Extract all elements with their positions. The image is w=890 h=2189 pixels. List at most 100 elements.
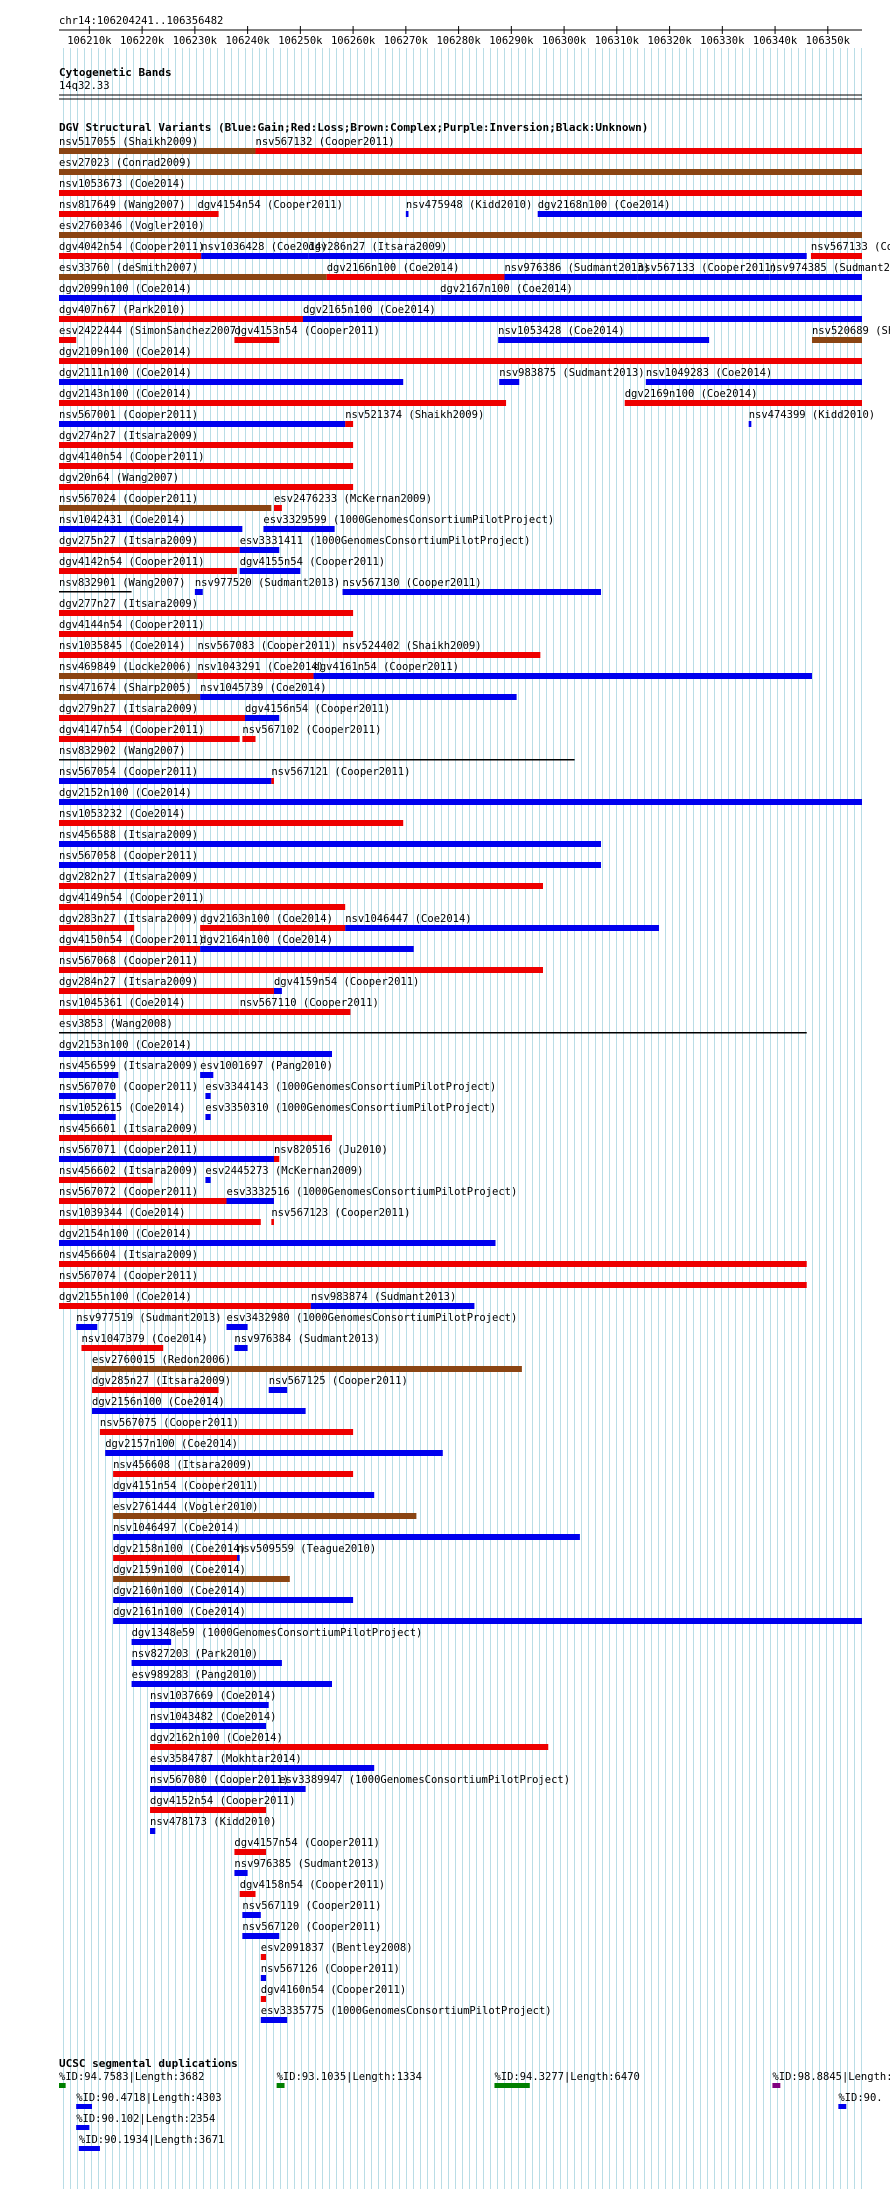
- sv-bar[interactable]: [150, 1786, 280, 1792]
- sv-bar[interactable]: [499, 379, 520, 385]
- sv-bar[interactable]: [302, 316, 862, 322]
- sv-feature-dgv275n27[interactable]: dgv275n27 (Itsara2009): [59, 535, 240, 553]
- sv-bar[interactable]: [268, 1387, 288, 1393]
- sv-feature-dgv20n64[interactable]: dgv20n64 (Wang2007): [59, 472, 354, 490]
- segdup-feature[interactable]: %ID:98.8845|Length:: [772, 2071, 890, 2088]
- segdup-bar[interactable]: [494, 2083, 530, 2088]
- sv-bar[interactable]: [205, 1177, 211, 1183]
- sv-bar[interactable]: [76, 1324, 98, 1330]
- sv-feature-esv3331411[interactable]: esv3331411 (1000GenomesConsortiumPilotPr…: [239, 535, 531, 553]
- sv-feature-dgv2159n100[interactable]: dgv2159n100 (Coe2014): [113, 1564, 290, 1582]
- sv-feature-esv3432980[interactable]: esv3432980 (1000GenomesConsortiumPilotPr…: [226, 1312, 518, 1330]
- sv-bar[interactable]: [308, 253, 807, 259]
- sv-feature-dgv2154n100[interactable]: dgv2154n100 (Coe2014): [59, 1228, 496, 1246]
- sv-feature-esv3853[interactable]: esv3853 (Wang2008): [59, 1018, 807, 1034]
- sv-feature-dgv2161n100[interactable]: dgv2161n100 (Coe2014): [113, 1606, 862, 1624]
- sv-feature-dgv2162n100[interactable]: dgv2162n100 (Coe2014): [150, 1732, 549, 1750]
- sv-bar[interactable]: [59, 1219, 261, 1225]
- sv-feature-nsv521374[interactable]: nsv521374 (Shaikh2009): [345, 409, 484, 427]
- sv-bar[interactable]: [59, 946, 201, 952]
- sv-feature-dgv2158n100[interactable]: dgv2158n100 (Coe2014): [113, 1543, 246, 1561]
- sv-bar[interactable]: [113, 1618, 862, 1624]
- sv-bar[interactable]: [201, 253, 309, 259]
- sv-feature-dgv282n27[interactable]: dgv282n27 (Itsara2009): [59, 871, 543, 889]
- sv-bar[interactable]: [59, 274, 327, 280]
- sv-feature-nsv976385[interactable]: nsv976385 (Sudmant2013): [234, 1858, 380, 1876]
- sv-feature-nsv567126[interactable]: nsv567126 (Cooper2011): [260, 1963, 400, 1981]
- sv-feature-dgv2168n100[interactable]: dgv2168n100 (Coe2014): [537, 199, 862, 217]
- sv-bar[interactable]: [59, 568, 238, 574]
- sv-feature-nsv827203[interactable]: nsv827203 (Park2010): [131, 1648, 282, 1666]
- sv-bar[interactable]: [92, 1366, 522, 1372]
- sv-feature-nsv517055[interactable]: nsv517055 (Shaikh2009): [59, 136, 256, 154]
- sv-bar[interactable]: [59, 1282, 807, 1288]
- sv-bar[interactable]: [59, 442, 354, 448]
- sv-bar[interactable]: [200, 925, 346, 931]
- sv-feature-dgv2169n100[interactable]: dgv2169n100 (Coe2014): [624, 388, 862, 406]
- sv-bar[interactable]: [150, 1807, 267, 1813]
- sv-feature-nsv832902[interactable]: nsv832902 (Wang2007): [59, 745, 575, 761]
- sv-feature-esv2761444[interactable]: esv2761444 (Vogler2010): [113, 1501, 417, 1519]
- sv-bar[interactable]: [59, 1240, 496, 1246]
- sv-feature-nsv520689[interactable]: nsv520689 (Shaikh2009): [811, 325, 890, 343]
- sv-feature-nsv567125[interactable]: nsv567125 (Cooper2011): [268, 1375, 408, 1393]
- sv-bar[interactable]: [197, 211, 219, 217]
- sv-bar[interactable]: [239, 1891, 256, 1897]
- sv-feature-esv2445273[interactable]: esv2445273 (McKernan2009): [205, 1165, 363, 1183]
- sv-bar[interactable]: [310, 1303, 475, 1309]
- sv-feature-nsv1036428[interactable]: nsv1036428 (Coe2014): [201, 241, 328, 259]
- sv-bar[interactable]: [59, 967, 543, 973]
- sv-bar[interactable]: [59, 1198, 227, 1204]
- sv-feature-dgv4159n54[interactable]: dgv4159n54 (Cooper2011): [273, 976, 419, 994]
- sv-bar[interactable]: [131, 1681, 333, 1687]
- sv-feature-dgv4150n54[interactable]: dgv4150n54 (Cooper2011): [59, 934, 204, 952]
- sv-feature-nsv567058[interactable]: nsv567058 (Cooper2011): [59, 850, 602, 868]
- sv-feature-nsv567071[interactable]: nsv567071 (Cooper2011): [59, 1144, 274, 1162]
- sv-bar[interactable]: [239, 1009, 351, 1015]
- sv-feature-dgv2155n100[interactable]: dgv2155n100 (Coe2014): [59, 1291, 311, 1309]
- sv-feature-dgv4151n54[interactable]: dgv4151n54 (Cooper2011): [113, 1480, 375, 1498]
- sv-feature-nsv974385[interactable]: nsv974385 (Sudmant2013): [769, 262, 890, 280]
- sv-bar[interactable]: [59, 505, 272, 511]
- sv-feature-dgv4156n54[interactable]: dgv4156n54 (Cooper2011): [244, 703, 390, 721]
- segdup-bar[interactable]: [76, 2125, 90, 2130]
- sv-feature-nsv1047379[interactable]: nsv1047379 (Coe2014): [81, 1333, 208, 1351]
- sv-feature-nsv832901[interactable]: nsv832901 (Wang2007): [59, 577, 185, 593]
- sv-bar[interactable]: [326, 274, 505, 280]
- sv-feature-dgv2160n100[interactable]: dgv2160n100 (Coe2014): [113, 1585, 354, 1603]
- sv-feature-nsv820516[interactable]: nsv820516 (Ju2010): [273, 1144, 388, 1162]
- sv-bar[interactable]: [59, 862, 602, 868]
- sv-feature-nsv567120[interactable]: nsv567120 (Cooper2011): [242, 1921, 381, 1939]
- sv-bar[interactable]: [345, 421, 354, 427]
- sv-feature-nsv474399[interactable]: nsv474399 (Kidd2010): [748, 409, 875, 427]
- sv-bar[interactable]: [342, 652, 541, 658]
- sv-bar[interactable]: [271, 1219, 274, 1225]
- sv-feature-nsv1039344[interactable]: nsv1039344 (Coe2014): [59, 1207, 261, 1225]
- sv-bar[interactable]: [537, 211, 862, 217]
- sv-bar[interactable]: [59, 925, 135, 931]
- sv-feature-dgv4149n54[interactable]: dgv4149n54 (Cooper2011): [59, 892, 346, 910]
- sv-bar[interactable]: [59, 1177, 153, 1183]
- sv-bar[interactable]: [59, 694, 201, 700]
- sv-bar[interactable]: [194, 589, 203, 595]
- sv-feature-nsv1042431[interactable]: nsv1042431 (Coe2014): [59, 514, 243, 532]
- sv-feature-esv27023[interactable]: esv27023 (Conrad2009): [59, 157, 862, 175]
- segdup-bar[interactable]: [276, 2083, 285, 2088]
- sv-feature-dgv279n27[interactable]: dgv279n27 (Itsara2009): [59, 703, 245, 721]
- sv-bar[interactable]: [59, 883, 543, 889]
- sv-feature-nsv524402[interactable]: nsv524402 (Shaikh2009): [342, 640, 541, 658]
- sv-bar[interactable]: [637, 274, 770, 280]
- sv-feature-dgv2163n100[interactable]: dgv2163n100 (Coe2014): [200, 913, 346, 931]
- segdup-feature[interactable]: %ID:90.102|Length:2354: [76, 2113, 215, 2130]
- sv-feature-dgv4158n54[interactable]: dgv4158n54 (Cooper2011): [239, 1879, 385, 1897]
- sv-feature-nsv567001[interactable]: nsv567001 (Cooper2011): [59, 409, 346, 427]
- sv-feature-nsv475948[interactable]: nsv475948 (Kidd2010): [405, 199, 532, 217]
- sv-feature-nsv456608[interactable]: nsv456608 (Itsara2009): [113, 1459, 354, 1477]
- sv-bar[interactable]: [59, 1009, 240, 1015]
- sv-feature-nsv817649[interactable]: nsv817649 (Wang2007): [59, 199, 198, 217]
- sv-bar[interactable]: [150, 1744, 549, 1750]
- segdup-bar[interactable]: [838, 2104, 847, 2109]
- sv-feature-nsv478173[interactable]: nsv478173 (Kidd2010): [150, 1816, 276, 1834]
- sv-feature-nsv1052615[interactable]: nsv1052615 (Coe2014): [59, 1102, 185, 1120]
- sv-bar[interactable]: [239, 547, 280, 553]
